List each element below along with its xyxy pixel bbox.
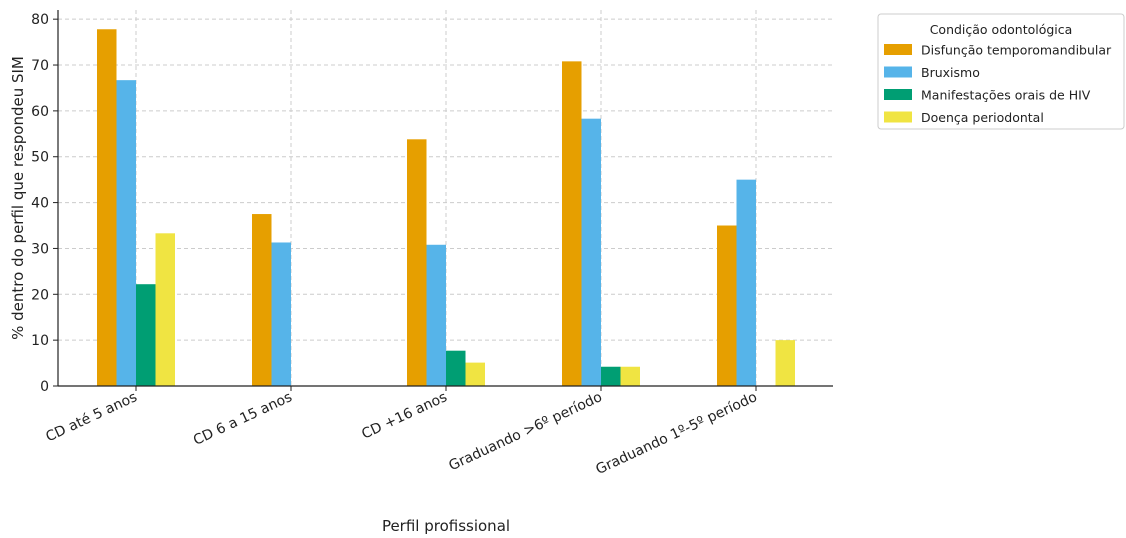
y-tick-label: 50 — [31, 150, 49, 166]
legend-label: Disfunção temporomandibular — [921, 43, 1112, 58]
legend: Condição odontológica Disfunção temporom… — [877, 13, 1125, 130]
x-tick-label: CD até 5 anos — [43, 389, 139, 445]
legend-items: Disfunção temporomandibular Bruxismo Manif… — [884, 43, 1112, 125]
legend-label: Doença periodontal — [921, 110, 1044, 125]
legend-box — [877, 13, 1125, 130]
bar — [116, 80, 136, 386]
bar — [97, 29, 117, 386]
bar — [136, 284, 156, 386]
bar — [271, 242, 291, 386]
bar — [155, 233, 175, 386]
x-tick-label: Graduando >6º período — [446, 389, 604, 474]
y-tick-label: 10 — [31, 333, 49, 349]
y-axis-title: % dentro do perfil que respondeu SIM — [9, 56, 27, 340]
bar — [562, 61, 582, 386]
legend-swatch — [884, 111, 912, 123]
bar — [465, 362, 485, 386]
legend-swatch — [884, 44, 912, 55]
y-tick-label: 40 — [31, 196, 49, 212]
bar — [446, 350, 466, 386]
bar — [407, 139, 427, 386]
legend-label: Manifestações orais de HIV — [921, 88, 1091, 103]
legend-title: Condição odontológica — [930, 22, 1073, 37]
bar — [252, 214, 272, 386]
legend-label: Bruxismo — [921, 65, 980, 80]
y-tick-label: 20 — [31, 287, 49, 303]
bar — [717, 225, 737, 386]
bar — [736, 179, 756, 386]
bars — [97, 29, 795, 387]
x-ticks: CD até 5 anos CD 6 a 15 anos CD +16 anosGr… — [43, 386, 760, 478]
x-tick-label: Graduando 1º-5º período — [593, 389, 759, 478]
y-tick-label: 0 — [40, 379, 49, 395]
bar — [426, 244, 446, 386]
bar — [581, 118, 601, 387]
bar — [601, 366, 621, 386]
legend-swatch — [884, 89, 912, 100]
legend-swatch — [884, 66, 912, 78]
y-ticks: 0 10 20 30 40 50 60 70 80 — [31, 12, 58, 395]
y-tick-label: 70 — [31, 58, 49, 74]
bar — [775, 340, 795, 386]
x-tick-label: CD +16 anos — [359, 389, 449, 443]
y-tick-label: 60 — [31, 104, 49, 120]
x-tick-label: CD 6 a 15 anos — [191, 389, 295, 449]
bar — [620, 366, 640, 386]
y-tick-label: 80 — [31, 12, 49, 28]
y-tick-label: 30 — [31, 241, 49, 257]
x-axis-title: Perfil profissional — [382, 517, 510, 535]
